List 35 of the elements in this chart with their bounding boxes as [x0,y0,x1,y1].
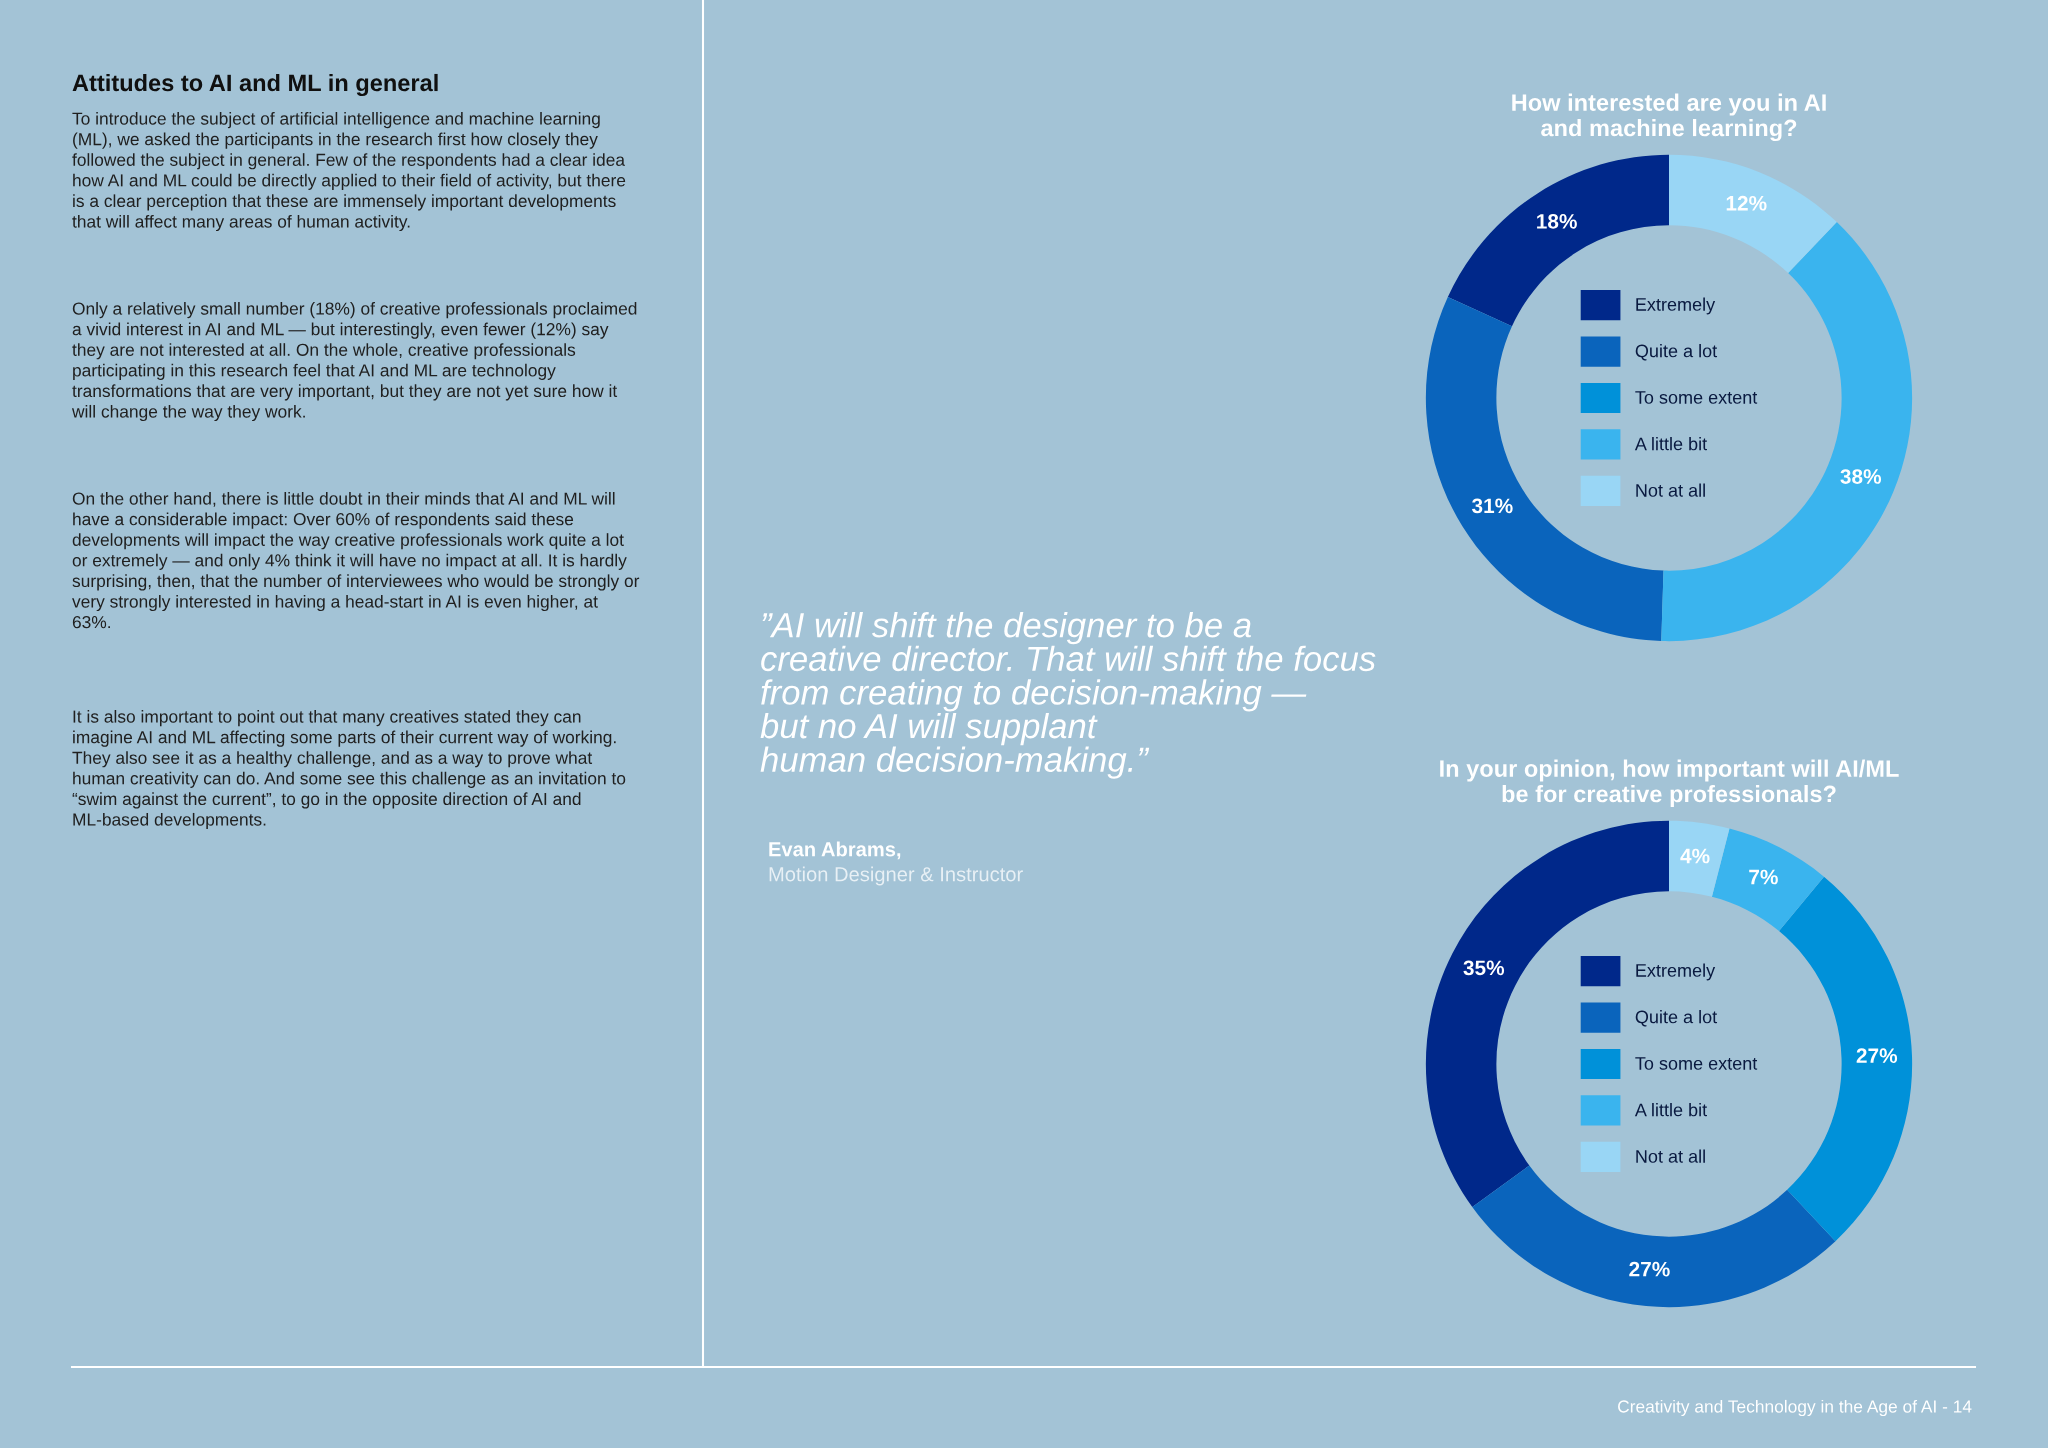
text: ”AI will shift the designer to be a creative director. That will shift the focus from creating to decision-making — but no AI will supplant human decision-making.” [760,612,1376,779]
text: Motion Designer & Instructor [769,866,1023,886]
data-label: 4% [1680,848,1710,864]
legend-label: A little bit [1634,437,1707,451]
chart-title: In your opinion, how important will AI/ML be for creative professionals? [1440,759,1899,808]
legend-label: To some extent [1635,1057,1758,1070]
data-label: 38% [1840,469,1882,484]
legend-label: A little bit [1634,1103,1707,1117]
data-label: 27% [1856,1048,1898,1064]
data-label: 27% [1629,1261,1670,1277]
donut-slice [1472,1165,1836,1308]
text: Creativity and Technology in the Age of AI - 14 [1618,1399,1972,1417]
text: To introduce the subject of artificial intelligence and machine learning (ML), we asked the participants in the research first how closely they followed the subject in general. Few of the respondents had a clear idea how AI and ML could be directly applied to their field of activity, but there is a clear perception that these are immensely important developments that will affect many areas of human activity. [72,112,626,232]
legend-label: Not at all [1636,483,1705,497]
legend-label: Extremely [1636,963,1716,981]
donut-slice [1669,820,1730,897]
legend-label: Extremely [1636,297,1716,315]
data-label: 18% [1537,213,1577,229]
text: It is also important to point out that many creatives stated they can imagine AI and ML affecting some parts of their current way of working. They also see it as a healthy challenge, and as a way to prove what human creativity can do. And some see this challenge as an invitation to “swim against the current”, to go in the opposite direction of AI and ML-based developments. [72,710,626,830]
legend-label: Quite a lot [1635,1010,1718,1027]
legend-label: Quite a lot [1635,344,1718,361]
text: On the other hand, there is little doubt in their minds that AI and ML will have a considerable impact: Over 60% of respondents said these developments will impact the way creative professionals work quite a lot or extremely — and only 4% think it will have no impact at all. It is hardly surprising, then, that the number of interviewees who would be strongly or very strongly interested in having a head-start in AI is even higher, at 63%. [72,492,640,629]
data-label: 31% [1471,498,1513,514]
text: Attitudes to AI and ML in general [72,73,438,97]
legend-label: Not at all [1636,1149,1705,1163]
donut-slice [1711,828,1824,931]
data-label: 12% [1726,195,1767,211]
legend-label: To some extent [1635,391,1758,404]
chart-title: How interested are you in AI and machine learning? [1512,93,1826,142]
data-label: 7% [1749,869,1778,885]
data-label: 35% [1463,960,1505,976]
text: Evan Abrams, [769,841,901,860]
donut-slice [1779,876,1913,1242]
text: Only a relatively small number (18%) of creative professionals proclaimed a vivid interest in AI and ML — but interestingly, even fewer (12%) say they are not interested at all. On the whole, creative professionals participating in this research feel that AI and ML are technology transformations that are very important, but they are not yet sure how it will change the way they work. [71,302,637,422]
donut-slice [1669,154,1837,274]
